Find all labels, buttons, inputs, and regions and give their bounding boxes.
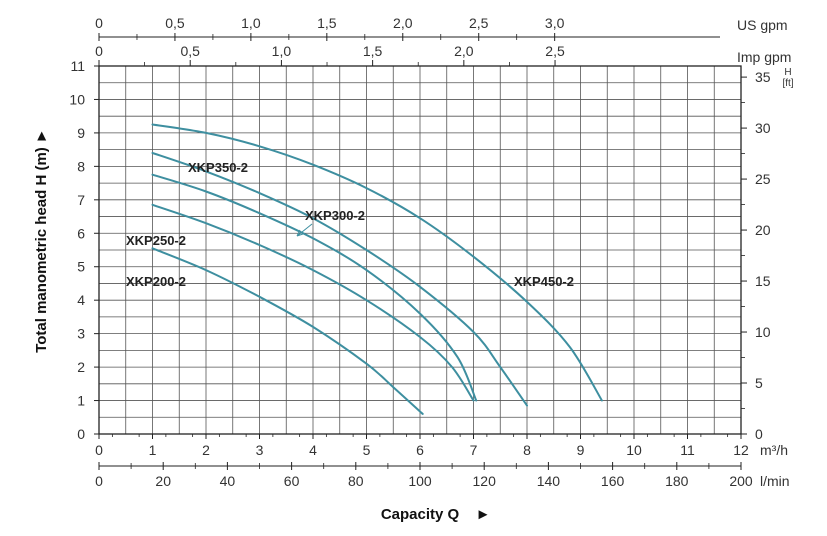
series-line-xkp300-2 <box>151 173 478 402</box>
usgpm-tick-label: 2,0 <box>393 15 413 31</box>
m3h-unit-label: m³/h <box>760 442 788 458</box>
impgpm-unit-label: Imp gpm <box>737 49 791 65</box>
lmin-tick-label: 160 <box>601 473 625 489</box>
impgpm-tick-label: 0,5 <box>180 43 200 59</box>
usgpm-tick-label: 0 <box>95 15 103 31</box>
ft-tick-label: 35 <box>755 69 771 85</box>
lmin-tick-label: 40 <box>220 473 236 489</box>
impgpm-tick-label: 1,0 <box>272 43 292 59</box>
m-tick-label: 4 <box>77 292 85 308</box>
lmin-tick-label: 120 <box>473 473 497 489</box>
y-axis-title: Total manometric head H (m) <box>33 147 50 353</box>
usgpm-tick-label: 1,5 <box>317 15 337 31</box>
m3h-tick-label: 8 <box>523 442 531 458</box>
m-tick-label: 1 <box>77 393 85 409</box>
usgpm-tick-label: 3,0 <box>545 15 565 31</box>
series-label-xkp250: XKP250-2 <box>126 233 186 248</box>
lmin-tick-label: 60 <box>284 473 300 489</box>
lmin-unit-label: l/min <box>760 473 790 489</box>
usgpm-tick-label: 2,5 <box>469 15 489 31</box>
m3h-tick-label: 10 <box>626 442 642 458</box>
impgpm-tick-label: 1,5 <box>363 43 383 59</box>
ft-unit-label-2: [ft] <box>782 78 793 89</box>
x-axis-title: Capacity Q <box>381 506 460 523</box>
series-label-xkp300: XKP300-2 <box>305 208 365 223</box>
series-line-xkp250-2 <box>151 203 475 402</box>
series-label-xkp350: XKP350-2 <box>188 160 248 175</box>
curves <box>151 123 603 415</box>
ft-unit-label: H <box>784 67 791 78</box>
m-tick-label: 11 <box>70 58 85 74</box>
m3h-tick-label: 1 <box>149 442 157 458</box>
impgpm-tick-label: 2,0 <box>454 43 474 59</box>
usgpm-unit-label: US gpm <box>737 17 788 33</box>
series-line-xkp350-2 <box>151 152 528 407</box>
m3h-tick-label: 4 <box>309 442 317 458</box>
m-tick-label: 9 <box>77 125 85 141</box>
m-tick-label: 2 <box>77 359 85 375</box>
ft-tick-label: 30 <box>755 120 771 136</box>
lmin-tick-label: 200 <box>729 473 753 489</box>
y-axis-arrow: ► <box>33 129 50 144</box>
lmin-tick-label: 0 <box>95 473 103 489</box>
m-tick-label: 7 <box>77 192 85 208</box>
series-line-xkp450-2 <box>151 123 603 402</box>
x-axis-arrow: ► <box>476 506 491 523</box>
ft-tick-label: 20 <box>755 222 771 238</box>
m-tick-label: 3 <box>77 326 85 342</box>
ft-tick-label: 25 <box>755 171 771 187</box>
m-tick-label: 8 <box>77 158 85 174</box>
m3h-tick-label: 11 <box>680 442 695 458</box>
ft-tick-label: 15 <box>755 273 771 289</box>
impgpm-tick-label: 2,5 <box>545 43 565 59</box>
ft-tick-label: 10 <box>755 324 771 340</box>
axis-ticks: 0 1 2 3 4 5 6 7 8 9 10 11 120 20 40 60 80 100 120 140 160 180… <box>69 15 770 489</box>
series-line-xkp200-2 <box>151 247 424 415</box>
m-tick-label: 6 <box>77 225 85 241</box>
series-label-xkp450: XKP450-2 <box>514 274 574 289</box>
m3h-tick-label: 5 <box>363 442 371 458</box>
m3h-tick-label: 6 <box>416 442 424 458</box>
m-tick-label: 5 <box>77 259 85 275</box>
lmin-tick-label: 100 <box>408 473 432 489</box>
ft-tick-label: 5 <box>755 375 763 391</box>
xkp300-leader-line <box>296 223 313 237</box>
usgpm-tick-label: 0,5 <box>165 15 185 31</box>
m3h-tick-label: 3 <box>256 442 264 458</box>
m3h-tick-label: 12 <box>733 442 749 458</box>
ft-tick-label: 0 <box>755 426 763 442</box>
m3h-tick-label: 7 <box>470 442 478 458</box>
usgpm-tick-label: 1,0 <box>241 15 261 31</box>
m3h-tick-label: 9 <box>577 442 585 458</box>
m3h-tick-label: 2 <box>202 442 210 458</box>
lmin-tick-label: 80 <box>348 473 364 489</box>
impgpm-tick-label: 0 <box>95 43 103 59</box>
grid <box>99 66 741 434</box>
m-tick-label: 0 <box>77 426 85 442</box>
m3h-tick-label: 0 <box>95 442 103 458</box>
lmin-tick-label: 180 <box>665 473 689 489</box>
m-tick-label: 10 <box>69 91 85 107</box>
series-label-xkp200: XKP200-2 <box>126 274 186 289</box>
lmin-tick-label: 20 <box>155 473 171 489</box>
lmin-tick-label: 140 <box>537 473 561 489</box>
